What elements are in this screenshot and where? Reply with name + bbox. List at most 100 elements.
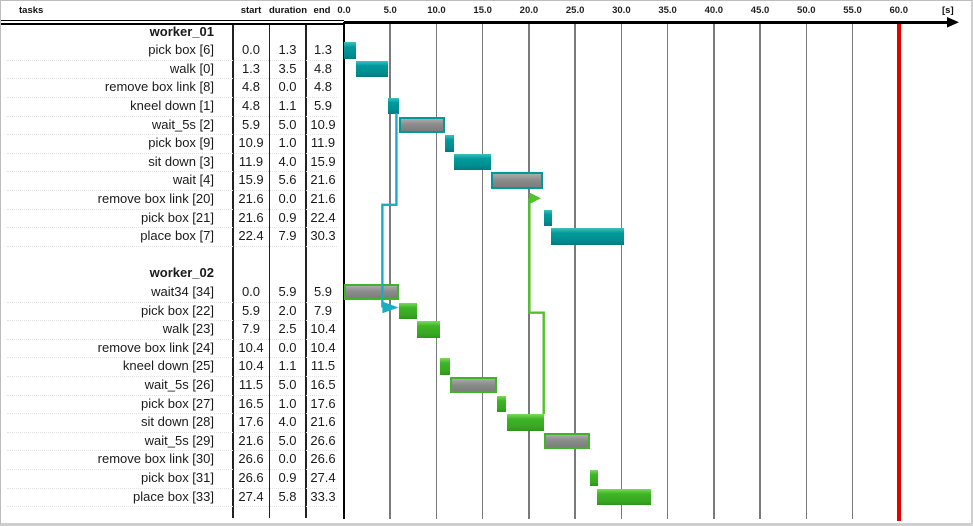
task-duration: 0.0 [278, 190, 297, 206]
task-end: 22.4 [310, 209, 336, 225]
row-separator [7, 450, 337, 452]
task-bar [551, 228, 625, 245]
task-label: wait_5s [29] [144, 432, 214, 448]
task-start: 5.9 [241, 302, 261, 318]
row-separator [7, 506, 337, 508]
task-label: kneel down [25] [122, 358, 214, 374]
task-label: wait_5s [26] [144, 376, 214, 392]
axis-zero-line [343, 22, 345, 519]
task-start: 10.4 [238, 358, 264, 374]
task-duration: 5.0 [278, 432, 297, 448]
task-start: 0.0 [241, 42, 261, 58]
axis-tick-label: 40.0 [704, 5, 724, 16]
axis-tick-label: 5.0 [383, 5, 397, 16]
task-start: 5.9 [241, 116, 261, 132]
axis-tick-label: 25.0 [565, 5, 585, 16]
task-end: 10.4 [310, 339, 336, 355]
task-start: 21.6 [238, 209, 264, 225]
row-separator [7, 227, 337, 229]
task-duration: 1.1 [278, 358, 297, 374]
task-start: 15.9 [238, 172, 264, 188]
task-label: remove box link [30] [97, 451, 214, 467]
row-separator [7, 487, 337, 489]
task-duration: 2.5 [278, 321, 297, 337]
task-duration: 1.0 [278, 395, 297, 411]
gridline [759, 23, 761, 519]
task-end: 21.6 [310, 414, 336, 430]
row-separator [7, 338, 337, 340]
task-label: wait34 [34] [151, 283, 214, 299]
task-bar [506, 414, 544, 431]
table-header-rule-bottom [1, 23, 344, 25]
task-end: 17.6 [310, 395, 336, 411]
gridline [481, 23, 484, 519]
row-separator [7, 394, 337, 396]
row-separator [7, 431, 337, 433]
task-start: 10.9 [238, 135, 264, 151]
gridline [851, 23, 854, 519]
task-label: pick box [21] [141, 209, 214, 225]
task-label: pick box [31] [141, 469, 214, 485]
task-start: 21.6 [238, 190, 264, 206]
task-start: 17.6 [238, 414, 264, 430]
task-start: 1.3 [241, 60, 261, 76]
axis-tick-label: 20.0 [519, 5, 539, 16]
task-start: 16.5 [238, 395, 264, 411]
task-end: 11.9 [310, 135, 336, 151]
task-start: 22.4 [238, 228, 264, 244]
connector-sit-down-28-to-remove-box-link-20-arrowhead-icon [529, 192, 541, 205]
task-label: pick box [9] [148, 135, 214, 151]
task-end: 1.3 [313, 42, 333, 58]
task-label: pick box [22] [141, 302, 214, 318]
column-header-start: start [240, 5, 262, 16]
task-duration: 7.9 [278, 228, 297, 244]
wait-bar [491, 172, 543, 189]
gridline [620, 23, 623, 519]
task-bar [597, 488, 651, 506]
task-start: 4.8 [241, 97, 261, 113]
task-start: 11.9 [238, 153, 264, 169]
task-start: 0.0 [241, 283, 261, 299]
task-end: 5.9 [313, 283, 333, 299]
task-end: 33.3 [310, 488, 336, 504]
task-bar [417, 321, 441, 338]
task-label: pick box [6] [148, 42, 214, 58]
task-label: wait [4] [172, 172, 214, 188]
row-separator [7, 134, 337, 136]
column-separator-duration [268, 25, 270, 518]
task-duration: 2.0 [278, 302, 297, 318]
task-bar [444, 135, 454, 152]
task-duration: 4.0 [278, 414, 297, 430]
wait-bar [450, 376, 497, 394]
task-duration: 5.0 [278, 116, 297, 132]
task-start: 4.8 [241, 79, 261, 95]
row-separator [7, 59, 337, 61]
axis-tick-label: 55.0 [843, 5, 862, 16]
task-end: 4.8 [313, 79, 333, 95]
column-separator-end [305, 25, 307, 518]
task-end: 26.6 [310, 451, 336, 467]
task-duration: 3.5 [278, 60, 297, 76]
gridline [528, 23, 530, 519]
task-duration: 1.0 [278, 135, 297, 151]
row-separator [7, 78, 337, 80]
table-header-rule-top [1, 19, 344, 22]
gridline [574, 23, 576, 519]
task-label: place box [7] [140, 228, 214, 244]
task-duration: 0.9 [278, 209, 297, 225]
task-end: 4.8 [313, 60, 333, 76]
time-axis-line [344, 20, 949, 24]
task-start: 10.4 [238, 339, 264, 355]
task-end: 15.9 [310, 153, 336, 169]
task-end: 27.4 [310, 469, 336, 485]
row-separator [7, 245, 337, 247]
task-duration: 5.9 [278, 283, 297, 299]
column-header-end: end [313, 5, 331, 16]
gridline [805, 23, 808, 519]
connector-sit-down-28-to-remove-box-link-20 [528, 198, 545, 415]
task-end: 10.4 [310, 321, 336, 337]
column-separator-start [232, 25, 234, 518]
task-label: sit down [3] [148, 153, 214, 169]
task-bar [454, 153, 491, 171]
task-label: remove box link [8] [104, 79, 214, 95]
